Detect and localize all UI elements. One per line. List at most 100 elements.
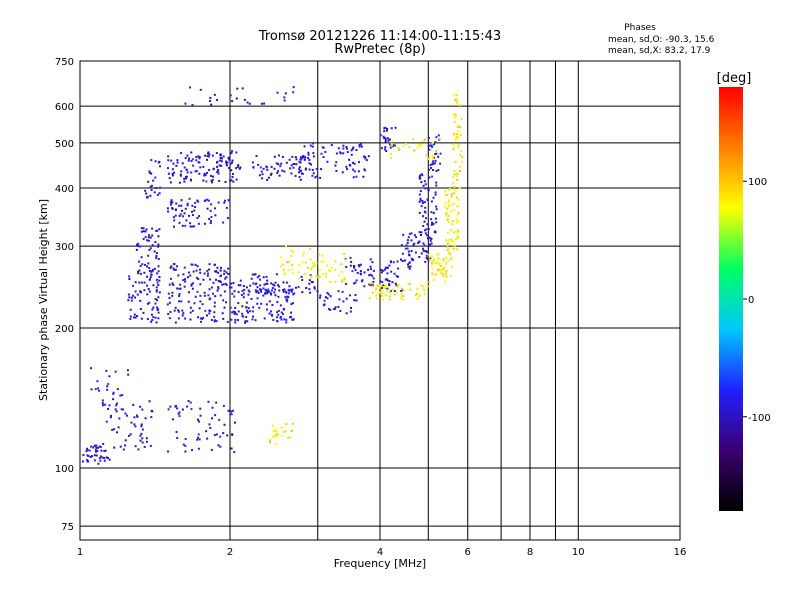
point-O-19-33 — [418, 177, 421, 180]
point-O-19-26 — [428, 176, 431, 179]
point-O-6-54 — [231, 409, 234, 412]
point-O-14-51 — [290, 164, 293, 167]
point-O-21-21 — [191, 104, 194, 107]
point-O-10-12 — [345, 312, 348, 315]
point-X-2-22 — [318, 268, 321, 271]
point-O-3-30 — [146, 284, 149, 287]
point-O-18-51 — [428, 244, 431, 247]
point-O-0-13 — [87, 455, 90, 458]
point-O-19-39 — [430, 211, 433, 214]
point-O-9-33 — [286, 281, 289, 284]
point-X-0-12 — [280, 435, 283, 438]
point-O-19-19 — [427, 189, 430, 192]
point-X-6-34 — [452, 175, 455, 178]
point-O-7-159 — [263, 317, 266, 320]
point-X-2-19 — [318, 253, 321, 256]
point-X-1-8 — [304, 261, 307, 264]
point-O-6-39 — [230, 447, 233, 450]
point-O-20-24 — [431, 163, 434, 166]
point-O-6-18 — [227, 409, 230, 412]
point-O-7-105 — [279, 315, 282, 318]
point-X-3-25 — [400, 292, 403, 295]
point-O-7-21 — [241, 305, 244, 308]
point-O-10-24 — [345, 297, 348, 300]
point-O-1-16 — [141, 428, 144, 431]
point-O-13-107 — [198, 157, 201, 160]
point-O-7-206 — [250, 297, 253, 300]
point-O-13-6 — [207, 151, 210, 154]
point-X-4-28 — [442, 258, 445, 261]
point-O-13-10 — [202, 179, 205, 182]
point-O-6-29 — [226, 434, 229, 437]
point-O-18-41 — [418, 240, 421, 243]
point-O-7-113 — [215, 320, 218, 323]
point-O-15-76 — [365, 159, 368, 162]
point-O-6-55 — [199, 407, 202, 410]
point-X-0-16 — [288, 436, 291, 439]
point-O-9-53 — [292, 293, 295, 296]
point-O-7-120 — [179, 283, 182, 286]
point-X-4-49 — [443, 260, 446, 263]
point-X-4-33 — [428, 280, 431, 283]
point-O-13-98 — [235, 151, 238, 154]
point-O-5-3 — [152, 179, 155, 182]
point-O-21-3 — [229, 94, 232, 97]
point-O-4-46 — [151, 268, 154, 271]
point-O-1-41 — [140, 432, 143, 435]
point-O-7-38 — [266, 308, 269, 311]
point-O-3-58 — [134, 281, 137, 284]
point-O-13-85 — [216, 165, 219, 168]
point-X-5-26 — [457, 211, 460, 214]
point-O-19-34 — [426, 223, 429, 226]
point-O-5-8 — [146, 195, 149, 198]
point-X-3-46 — [402, 289, 405, 292]
point-O-13-30 — [171, 168, 174, 171]
point-O-4-19 — [156, 272, 159, 275]
point-X-6-46 — [452, 143, 455, 146]
point-O-14-31 — [291, 155, 294, 158]
point-O-13-5 — [190, 159, 193, 162]
point-O-13-40 — [169, 181, 172, 184]
point-O-15-25 — [303, 158, 306, 161]
point-O-13-29 — [217, 172, 220, 175]
point-O-10-11 — [327, 293, 330, 296]
point-O-3-37 — [129, 317, 132, 320]
point-X-5-27 — [447, 215, 450, 218]
point-O-7-156 — [226, 320, 229, 323]
point-O-1-34 — [143, 445, 146, 448]
point-O-13-37 — [195, 170, 198, 173]
point-O-7-168 — [222, 299, 225, 302]
point-X-5-28 — [444, 194, 447, 197]
point-X-1-12 — [279, 265, 282, 268]
point-X-5-65 — [457, 212, 460, 215]
point-O-18-11 — [407, 263, 410, 266]
point-O-18-47 — [405, 244, 408, 247]
point-O-13-80 — [190, 151, 193, 154]
point-O-13-109 — [225, 160, 228, 163]
point-O-8-23 — [207, 272, 210, 275]
point-O-7-82 — [189, 311, 192, 314]
colorbar-gradient — [719, 87, 743, 511]
point-O-12-34 — [228, 199, 231, 202]
point-X-3-51 — [395, 291, 398, 294]
point-O-15-33 — [324, 150, 327, 153]
point-O-18-14 — [408, 253, 411, 256]
point-O-8-7 — [187, 271, 190, 274]
point-X-0-7 — [274, 429, 277, 432]
point-O-8-32 — [169, 277, 172, 280]
point-O-16-20 — [384, 137, 387, 140]
point-O-4-53 — [153, 250, 156, 253]
point-O-12-62 — [185, 219, 188, 222]
point-O-9-37 — [258, 274, 261, 277]
point-O-20-29 — [435, 169, 438, 172]
point-O-12-60 — [209, 222, 212, 225]
point-O-7-68 — [182, 312, 185, 315]
point-O-7-176 — [222, 283, 225, 286]
point-X-4-9 — [439, 264, 442, 267]
point-X-5-68 — [451, 244, 454, 247]
point-O-17-37 — [380, 271, 383, 274]
point-O-2-0 — [112, 398, 115, 401]
point-O-7-87 — [207, 294, 210, 297]
point-O-10-14 — [337, 305, 340, 308]
point-X-2-9 — [343, 253, 346, 256]
